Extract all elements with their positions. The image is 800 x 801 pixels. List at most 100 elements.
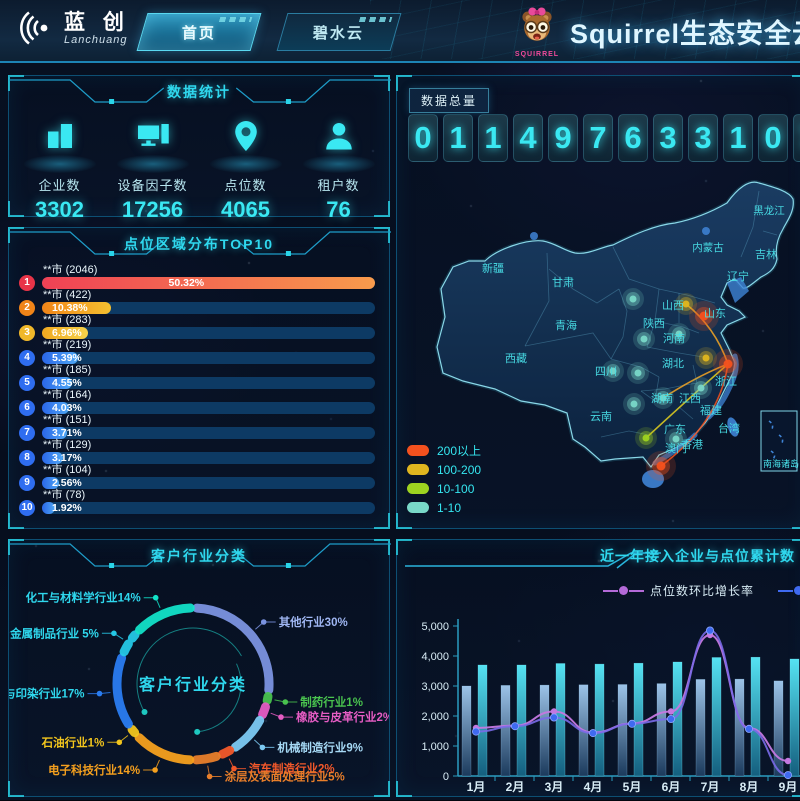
stat-label: 设备因子数 <box>117 178 188 193</box>
top10-row-label: **市 (104) <box>43 464 92 476</box>
bar-fill <box>42 451 63 464</box>
bar-percent-label: 3.71% <box>52 426 82 439</box>
label-dot <box>96 690 103 697</box>
donut-segment <box>127 725 140 738</box>
logo-text-cn: 蓝 创 <box>64 11 130 34</box>
stat-企业数: 企业数 3302 <box>16 118 104 223</box>
bar-fill <box>42 501 55 514</box>
bar-percent-label: 1.92% <box>52 501 82 514</box>
top10-row: **市 (151) 7 3.71% <box>19 414 375 441</box>
bar-series1 <box>539 684 550 777</box>
line-blue-marker <box>744 724 753 733</box>
donut-segment <box>191 751 221 765</box>
top10-row-label: **市 (2046) <box>43 264 98 276</box>
line-blue-marker <box>472 727 481 736</box>
y-tick-label: 1,000 <box>421 741 449 753</box>
counter-digit: 6 <box>618 114 648 162</box>
top10-row-bar: 1 50.32% <box>19 274 375 291</box>
top10-row: **市 (185) 5 4.55% <box>19 364 375 391</box>
inner-arc-decoration <box>136 627 242 713</box>
label-dot <box>206 773 213 780</box>
bar-track: 1.92% <box>42 501 375 514</box>
bar-series2 <box>711 657 722 777</box>
province-label-西藏: 西藏 <box>505 352 527 365</box>
bar-fill <box>42 376 72 389</box>
top10-row: **市 (129) 8 3.17% <box>19 439 375 466</box>
panel-title-decoration <box>9 543 391 568</box>
label-dot <box>152 767 158 773</box>
top10-list: **市 (2046) 1 50.32% **市 (422) 2 10.38% **市 (28… <box>9 260 389 516</box>
stat-value: 3302 <box>35 197 84 222</box>
y-tick-label: 3,000 <box>421 681 449 693</box>
stat-设备因子数: 设备因子数 17256 <box>109 118 197 223</box>
squirrel-mascot: SQUIRREL <box>508 6 566 58</box>
lake <box>702 227 710 235</box>
bar-fill <box>42 326 88 339</box>
legend-dot <box>794 586 800 595</box>
top10-row-bar: 10 1.92% <box>19 499 375 516</box>
province-label-台湾: 台湾 <box>718 421 740 435</box>
label-dot <box>116 739 123 746</box>
donut-svg: 其他行业30% 制药行业1%橡胶与皮革行业2% 机械制造行业9% 汽车制造行业2%涂层… <box>0 591 393 784</box>
stat-label: 点位数 <box>224 178 267 193</box>
map-marker-1-10 <box>623 393 645 415</box>
top10-row-label: **市 (151) <box>43 414 92 426</box>
top10-row: **市 (104) 9 2.56% <box>19 464 375 491</box>
flight-arc <box>645 363 729 439</box>
donut-segment-label: 化工与材料学行业14% <box>26 591 141 605</box>
tab-首页[interactable]: 首页 <box>136 13 262 51</box>
province-label-陕西: 陕西 <box>643 316 665 330</box>
line-blue-marker <box>549 713 558 722</box>
trend-legend-item-2[interactable] <box>778 582 800 599</box>
counter-digit: 0 <box>408 114 438 162</box>
bar-track: 4.03% <box>42 401 375 414</box>
tab-碧水云[interactable]: 碧水云 <box>276 13 402 51</box>
bar-track: 6.96% <box>42 326 375 339</box>
bar-series1 <box>656 683 667 777</box>
x-tick-label: 7月 <box>701 780 720 794</box>
province-label-黑龙江: 黑龙江 <box>753 204 785 217</box>
label-dot <box>282 699 289 705</box>
industry-donut-chart: 其他行业30% 制药行业1% 橡胶与皮革行业2% 机械制造行业9% 汽车制造行业2% 涂层… <box>0 572 393 800</box>
app-title: Squirrel生态安全云平台 <box>570 19 800 49</box>
bar-percent-label: 6.96% <box>52 326 82 339</box>
map-marker-200以上 <box>689 301 719 331</box>
line-blue-marker <box>511 722 520 731</box>
province-label-广东: 广东 <box>664 423 686 436</box>
province-label-浙江: 浙江 <box>715 375 737 388</box>
bar-series2 <box>789 658 800 777</box>
inner-arc-decoration <box>197 663 242 733</box>
rank-badge: 4 <box>19 349 35 366</box>
bar-track: 2.56% <box>42 476 375 489</box>
trend-legend-item-1[interactable]: 点位数环比增长率 <box>602 582 754 599</box>
bar-series1 <box>461 685 472 777</box>
province-border <box>646 346 704 358</box>
rank-badge: 9 <box>19 474 35 491</box>
data-total-label: 数据总量 <box>409 88 490 113</box>
data-total-counter: 011497633107 <box>408 114 800 162</box>
bar-series2 <box>633 662 644 777</box>
map-legend-item: 100-200 <box>407 463 481 477</box>
x-tick-label: 1月 <box>467 780 486 794</box>
province-border <box>524 332 612 360</box>
legend-swatch <box>407 464 429 475</box>
rank-badge: 5 <box>19 374 35 391</box>
top10-row: **市 (78) 10 1.92% <box>19 489 375 516</box>
province-label-内蒙古: 内蒙古 <box>692 241 724 254</box>
legend-line <box>628 589 644 592</box>
donut-segment <box>230 715 265 752</box>
stat-label: 租户数 <box>317 178 360 193</box>
bar-series1 <box>617 684 628 777</box>
rank-badge: 3 <box>19 324 35 341</box>
rank-badge: 8 <box>19 449 35 466</box>
x-tick-label: 3月 <box>545 780 564 794</box>
bar-fill <box>42 301 111 314</box>
donut-segment-label: 纺织与印染行业17% <box>9 687 85 701</box>
top10-row-label: **市 (78) <box>43 489 86 501</box>
province-label-山西: 山西 <box>662 299 684 312</box>
top10-row-bar: 7 3.71% <box>19 424 375 441</box>
donut-segment <box>135 603 195 635</box>
bar-track: 3.71% <box>42 426 375 439</box>
